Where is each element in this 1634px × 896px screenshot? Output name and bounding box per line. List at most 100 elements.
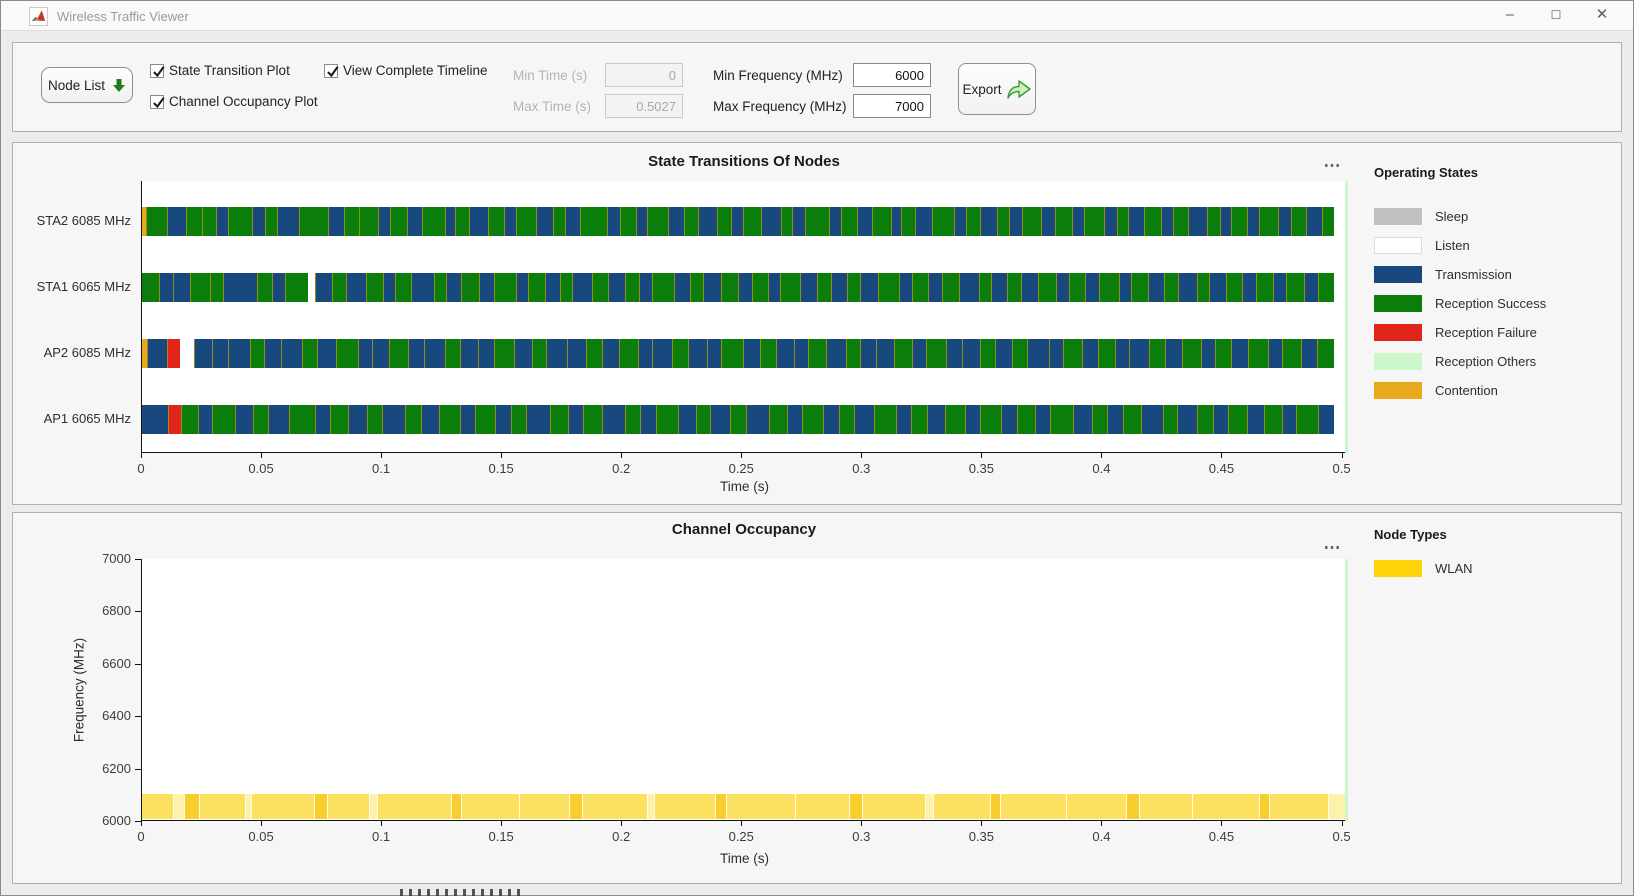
state-segment	[326, 794, 369, 819]
state-segment	[301, 339, 318, 368]
state-segment	[1317, 405, 1334, 434]
state-segment	[841, 207, 858, 236]
state-segment	[1273, 273, 1286, 302]
x-tick-label: 0.2	[612, 461, 631, 476]
state-segment	[677, 405, 696, 434]
timeline-end-marker	[1345, 559, 1348, 821]
state-segment	[1011, 339, 1028, 368]
axes-options-icon[interactable]: ⋯	[1323, 538, 1343, 557]
state-segment	[515, 207, 536, 236]
state-segment	[1227, 405, 1248, 434]
state-segment	[911, 339, 926, 368]
state-segment	[460, 273, 479, 302]
x-tick-mark	[141, 821, 142, 826]
x-tick-label: 0.5	[1332, 461, 1351, 476]
state-segment	[478, 273, 495, 302]
state-segment	[769, 405, 787, 434]
close-button[interactable]: ✕	[1595, 6, 1609, 23]
legend-entry: Transmission	[1374, 260, 1614, 289]
legend-entry: Reception Success	[1374, 289, 1614, 318]
state-segment	[1246, 207, 1260, 236]
state-segment	[601, 339, 620, 368]
x-tick-mark	[741, 453, 743, 458]
state-segment	[1182, 339, 1201, 368]
x-tick-mark	[861, 453, 863, 458]
x-tick-label: 0.15	[488, 461, 514, 476]
state-segment	[899, 273, 913, 302]
state-segment	[1241, 273, 1257, 302]
x-tick-mark	[141, 453, 142, 458]
checkbox-channel-occupancy-plot[interactable]: Channel Occupancy Plot	[150, 94, 318, 109]
state-segment	[857, 207, 872, 236]
node-list-button[interactable]: Node List	[41, 67, 133, 103]
axes-options-icon[interactable]: ⋯	[1323, 156, 1343, 175]
state-segment	[193, 339, 213, 368]
state-segment	[518, 794, 570, 819]
occupancy-chart-title: Channel Occupancy	[671, 521, 817, 538]
legend-entry: Contention	[1374, 376, 1614, 405]
state-segment	[990, 794, 1001, 819]
state-segment	[565, 207, 580, 236]
state-segment	[849, 794, 862, 819]
state-segment	[142, 405, 169, 434]
state-segment	[1082, 339, 1098, 368]
node-state-bar	[142, 405, 1335, 434]
state-segment	[331, 273, 346, 302]
state-segment	[786, 405, 802, 434]
x-tick-mark	[981, 453, 983, 458]
state-segment	[1177, 405, 1197, 434]
y-tick-mark	[135, 821, 141, 822]
state-segment	[1040, 207, 1056, 236]
state-segment	[179, 339, 194, 368]
state-segment	[731, 207, 744, 236]
state-segment	[859, 273, 879, 302]
maximize-button[interactable]: ☐	[1550, 8, 1562, 22]
state-segment	[253, 405, 268, 434]
state-segment	[1200, 339, 1216, 368]
x-tick-label: 0.2	[612, 829, 631, 844]
state-segment	[545, 273, 560, 302]
state-segment	[550, 405, 569, 434]
legend-swatch	[1374, 208, 1422, 225]
state-segment	[1256, 273, 1274, 302]
state-segment	[1247, 339, 1269, 368]
state-segment	[624, 273, 639, 302]
state-segment	[487, 207, 504, 236]
y-tick-label: 7000	[102, 551, 131, 566]
checkbox-state-transition-plot[interactable]: State Transition Plot	[150, 63, 290, 78]
x-tick-label: 0.4	[1092, 461, 1111, 476]
state-segment	[672, 339, 688, 368]
node-state-bar	[142, 339, 1335, 368]
state-segment	[365, 273, 383, 302]
state-segment	[1069, 273, 1085, 302]
state-segment	[582, 405, 603, 434]
state-segment	[407, 207, 422, 236]
state-segment	[794, 339, 809, 368]
state-segment	[859, 339, 876, 368]
state-segment	[1301, 339, 1317, 368]
state-segment	[209, 273, 223, 302]
state-segment	[528, 273, 546, 302]
max-frequency-label: Max Frequency (MHz)	[713, 99, 847, 114]
state-segment	[1277, 207, 1292, 236]
state-segment	[1296, 405, 1318, 434]
min-frequency-input[interactable]	[853, 63, 931, 87]
state-segment	[743, 207, 761, 236]
state-segment	[775, 339, 795, 368]
state-segment	[640, 405, 657, 434]
export-button[interactable]: Export	[958, 63, 1036, 115]
max-frequency-input[interactable]	[853, 94, 931, 118]
state-segment	[256, 273, 273, 302]
state-segment	[535, 207, 554, 236]
title-bar: Wireless Traffic Viewer – ☐ ✕	[1, 1, 1633, 31]
state-segment	[433, 273, 447, 302]
state-segment	[996, 207, 1009, 236]
checkbox-icon	[324, 63, 339, 78]
state-segment	[1049, 339, 1064, 368]
state-segment	[284, 273, 308, 302]
minimize-button[interactable]: –	[1505, 6, 1515, 23]
min-time-input	[605, 63, 683, 87]
state-segment	[927, 405, 946, 434]
checkbox-view-complete-timeline[interactable]: View Complete Timeline	[324, 63, 488, 78]
state-segment	[716, 207, 732, 236]
